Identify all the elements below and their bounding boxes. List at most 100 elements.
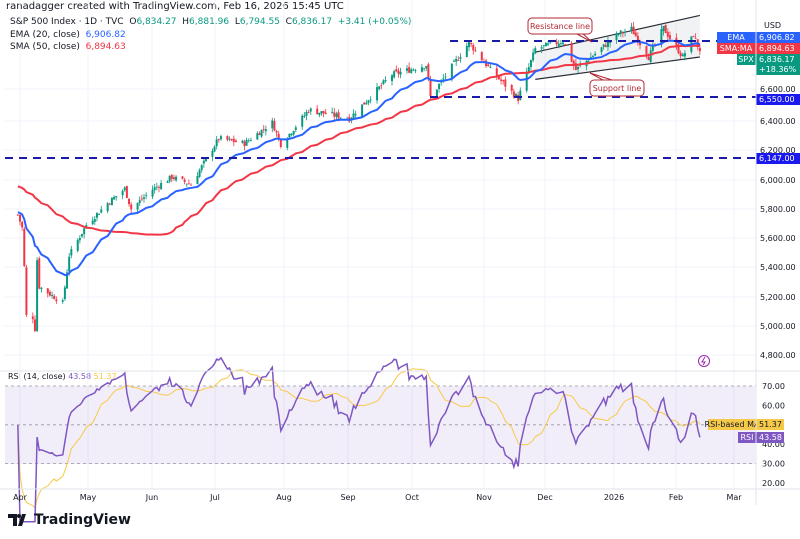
candle-body	[202, 160, 205, 164]
candle-body	[271, 120, 274, 129]
candle-body	[339, 117, 342, 119]
candle-body	[106, 203, 109, 212]
candle-body	[205, 157, 208, 162]
candle-body	[367, 100, 370, 103]
sma-value: 6,894.63	[85, 42, 126, 52]
tradingview-logo[interactable]: TradingView	[8, 512, 131, 528]
candle-body	[290, 133, 293, 136]
rsi-legend[interactable]: RSI (14, close) 43.58 51.37	[8, 372, 117, 381]
candle-body	[365, 102, 368, 105]
candle-body	[438, 84, 441, 89]
price-tick-label: 5,800.00	[760, 205, 796, 214]
sma-tag-value: 6,894.63	[759, 44, 795, 53]
candle-body	[226, 135, 229, 140]
candle-body	[574, 63, 577, 70]
change-value: +3.41 (+0.05%)	[337, 17, 412, 27]
candle-body	[489, 66, 492, 68]
candle-body	[621, 32, 624, 34]
level-6550-tag: 6,550.00	[759, 95, 795, 104]
candle-body	[140, 198, 143, 200]
rsi-label: RSI (14, close)	[8, 372, 66, 381]
rsi-tag-name-bg	[738, 432, 756, 443]
candle-body	[677, 44, 680, 54]
candle-body	[570, 43, 573, 62]
candle-body	[157, 187, 160, 188]
candle-body	[70, 249, 73, 256]
rsi-tick-label: 40.00	[762, 440, 785, 449]
candle-body	[515, 94, 518, 97]
candle-body	[405, 68, 408, 71]
candle-body	[542, 45, 545, 46]
candle-body	[480, 51, 483, 61]
candle-body	[215, 139, 218, 147]
candle-body	[322, 110, 325, 114]
candle-body	[572, 60, 575, 66]
candle-body	[577, 66, 580, 70]
candle-body	[294, 127, 297, 130]
symbol-name: S&P 500 Index · 1D · TVC	[10, 17, 124, 27]
candle-body	[38, 258, 41, 289]
candle-body	[660, 29, 663, 45]
sma-legend-row[interactable]: SMA (50, close) 6,894.63	[10, 41, 411, 54]
candle-body	[76, 239, 79, 251]
time-tick-label: Aug	[276, 493, 292, 502]
candle-body	[175, 176, 178, 181]
open-value: 6,834.27	[136, 17, 177, 27]
support-callout-text: Support line	[593, 84, 642, 93]
price-tick-label: 6,400.00	[760, 117, 796, 126]
candle-body	[395, 69, 398, 72]
resistance-callout-box[interactable]	[527, 17, 593, 35]
rsi-tag-bg	[756, 432, 784, 443]
candle-body	[651, 45, 654, 51]
candle-body	[63, 287, 66, 299]
candle-body	[33, 319, 36, 332]
candle-body	[151, 189, 154, 197]
candle-body	[547, 43, 550, 45]
candle-body	[378, 86, 381, 90]
ema-legend-row[interactable]: EMA (20, close) 6,906.82	[10, 29, 411, 42]
candle-body	[277, 133, 280, 139]
candle-body	[636, 35, 639, 43]
support-callout-box[interactable]	[589, 79, 645, 97]
candle-body	[335, 113, 338, 117]
candle-body	[647, 56, 650, 61]
candle-body	[465, 45, 468, 57]
candle-body	[649, 50, 652, 62]
candle-body	[68, 256, 71, 272]
candle-body	[391, 75, 394, 82]
candle-body	[196, 176, 199, 185]
candle-body	[393, 71, 396, 78]
close-value: 6,836.17	[291, 17, 333, 27]
candle-body	[497, 75, 500, 80]
candle-body	[544, 42, 547, 47]
candle-body	[136, 202, 139, 210]
candle-body	[108, 203, 111, 205]
symbol-row[interactable]: S&P 500 Index · 1D · TVC O6,834.27 H6,88…	[10, 16, 411, 29]
alert-icon[interactable]	[698, 355, 710, 367]
candle-body	[634, 32, 637, 37]
candle-body	[376, 87, 379, 101]
resistance-trendline[interactable]	[535, 14, 701, 53]
candle-body	[645, 46, 648, 57]
candle-body	[303, 115, 306, 117]
spx-tag-change: +18.36%	[759, 65, 797, 74]
candle-body	[474, 50, 477, 52]
spx-tag-name: SPX	[738, 55, 754, 64]
support-trendline[interactable]	[535, 56, 700, 80]
candle-body	[168, 175, 171, 182]
candle-body	[410, 69, 413, 73]
candle-body	[145, 195, 148, 196]
rsi-tick-label: 30.00	[762, 460, 785, 469]
candle-body	[305, 111, 308, 116]
price-tick-label: 4,800.00	[760, 351, 796, 360]
candle-body	[534, 48, 537, 54]
candle-body	[264, 129, 267, 132]
candle-body	[525, 71, 528, 91]
candle-body	[354, 114, 357, 116]
rsi-ma-tag-name: RSI-based MA	[705, 420, 760, 429]
candle-body	[200, 165, 203, 171]
candle-body	[450, 63, 453, 79]
candle-body	[664, 24, 667, 34]
